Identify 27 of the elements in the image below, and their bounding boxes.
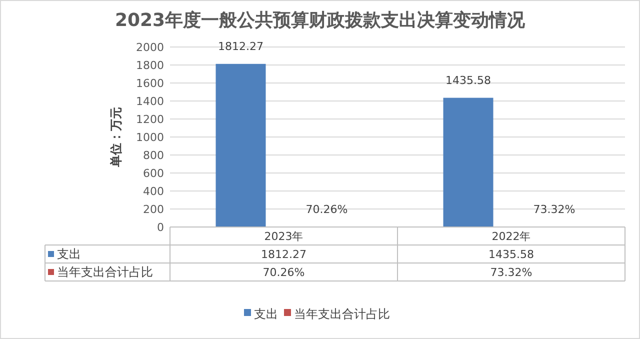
y-tick-label: 1600 — [136, 77, 164, 90]
legend-label: 支出 — [254, 307, 278, 321]
legend-label: 当年支出合计占比 — [294, 307, 390, 321]
text: 当年支出合计占比 — [57, 265, 153, 279]
y-tick-label: 600 — [143, 167, 164, 180]
data-label: 1812.27 — [261, 248, 306, 261]
x-tick-label: 2022年 — [492, 230, 531, 243]
y-tick-label: 2000 — [136, 41, 164, 54]
text: 1812.27 — [218, 40, 264, 53]
y-tick-label: 1000 — [136, 131, 164, 144]
text: 支出 — [57, 247, 81, 261]
y-tick-label: 200 — [143, 203, 164, 216]
text: 73.32% — [533, 202, 576, 216]
x-tick-label: 2023年 — [264, 230, 304, 243]
y-tick-label: 1200 — [136, 113, 164, 126]
y-tick-label: 1400 — [136, 95, 164, 108]
data-label: 73.32% — [490, 266, 532, 279]
data-label: 70.26% — [262, 266, 305, 279]
y-tick-label: 800 — [143, 149, 164, 162]
chart-title: 2023年度一般公共预算财政拨款支出决算变动情况 — [114, 10, 526, 31]
y-tick-label: 400 — [143, 185, 164, 198]
y-tick-label: 0 — [157, 221, 164, 234]
y-tick-label: 1800 — [136, 59, 164, 72]
data-label: 1435.58 — [488, 248, 534, 261]
text: 70.26% — [306, 202, 348, 216]
y-axis-title: 单位：万元 — [109, 107, 123, 168]
text: 1435.58 — [446, 74, 491, 87]
